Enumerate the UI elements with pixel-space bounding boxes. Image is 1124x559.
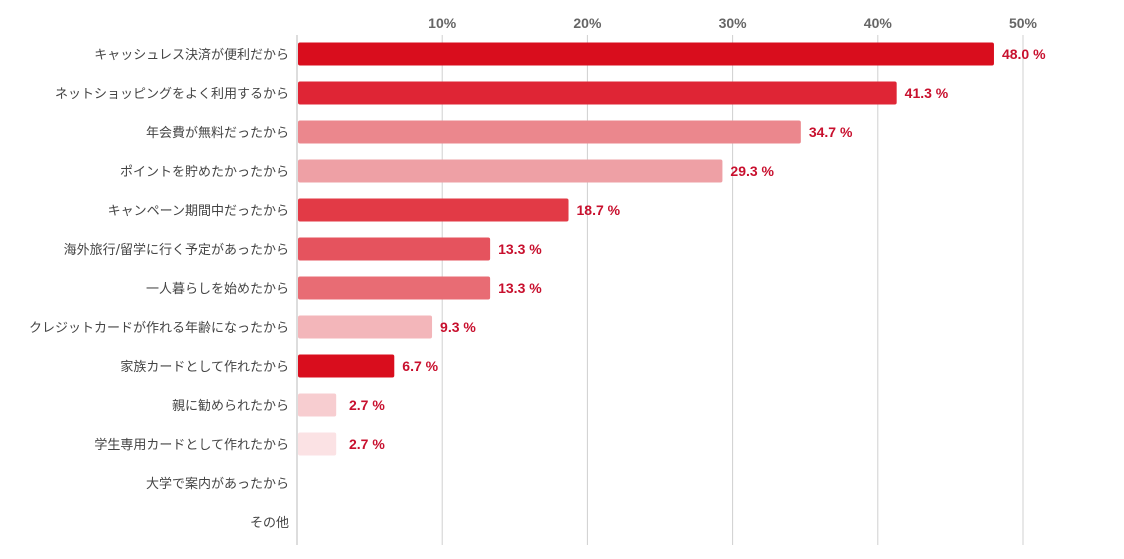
category-label: 家族カードとして作れたから [120, 359, 289, 375]
gridlines [441, 35, 1024, 545]
x-tick-label: 50% [1009, 15, 1038, 31]
category-label: キャッシュレス決済が便利だから [94, 47, 289, 63]
category-label: 海外旅行/留学に行く予定があったから [64, 242, 289, 258]
x-tick-label: 30% [719, 15, 748, 31]
category-label: その他 [250, 516, 289, 531]
data-label: 9.3 % [440, 319, 476, 335]
category-label: 学生専用カードとして作れたから [94, 437, 289, 453]
category-label: 一人暮らしを始めたから [146, 282, 289, 297]
bar [298, 198, 569, 222]
category-label: ポイントを貯めたかったから [120, 165, 289, 180]
bar [298, 393, 337, 417]
bars [298, 42, 994, 456]
bar [298, 42, 994, 66]
bar [298, 81, 897, 105]
data-label: 34.7 % [809, 124, 853, 140]
category-label: クレジットカードが作れる年齢になったから [29, 321, 289, 336]
data-label: 6.7 % [402, 358, 438, 374]
category-label: 親に勧められたから [172, 398, 289, 414]
data-label: 13.3 % [498, 241, 542, 257]
data-label: 2.7 % [349, 397, 385, 413]
data-label: 29.3 % [730, 163, 774, 179]
category-label: 年会費が無料だったから [146, 126, 289, 141]
bar [298, 276, 491, 300]
data-label: 2.7 % [349, 436, 385, 452]
category-label: 大学で案内があったから [146, 476, 289, 492]
bar [298, 432, 337, 456]
data-label: 18.7 % [577, 202, 621, 218]
category-label: ネットショッピングをよく利用するから [55, 87, 289, 102]
data-label: 13.3 % [498, 280, 542, 296]
category-label: キャンペーン期間中だったから [108, 204, 289, 219]
value-labels: 48.0 % 41.3 % 34.7 % 29.3 % 18.7 % 13.3 % 13.3… [349, 46, 1046, 452]
category-labels: キャッシュレス決済が便利だからネットショッピングをよく利用するから年会費が無料だ… [29, 47, 289, 531]
data-label: 48.0 % [1002, 46, 1046, 62]
bar [298, 237, 491, 261]
bar [298, 354, 395, 378]
x-tick-label: 10% [428, 15, 457, 31]
x-tick-label: 40% [864, 15, 893, 31]
bar [298, 159, 723, 183]
x-axis-ticks: 10% 20% 30% 40% 50% [428, 15, 1037, 31]
data-label: 41.3 % [905, 85, 949, 101]
bar [298, 315, 433, 339]
x-tick-label: 20% [573, 15, 602, 31]
bar [298, 120, 801, 144]
